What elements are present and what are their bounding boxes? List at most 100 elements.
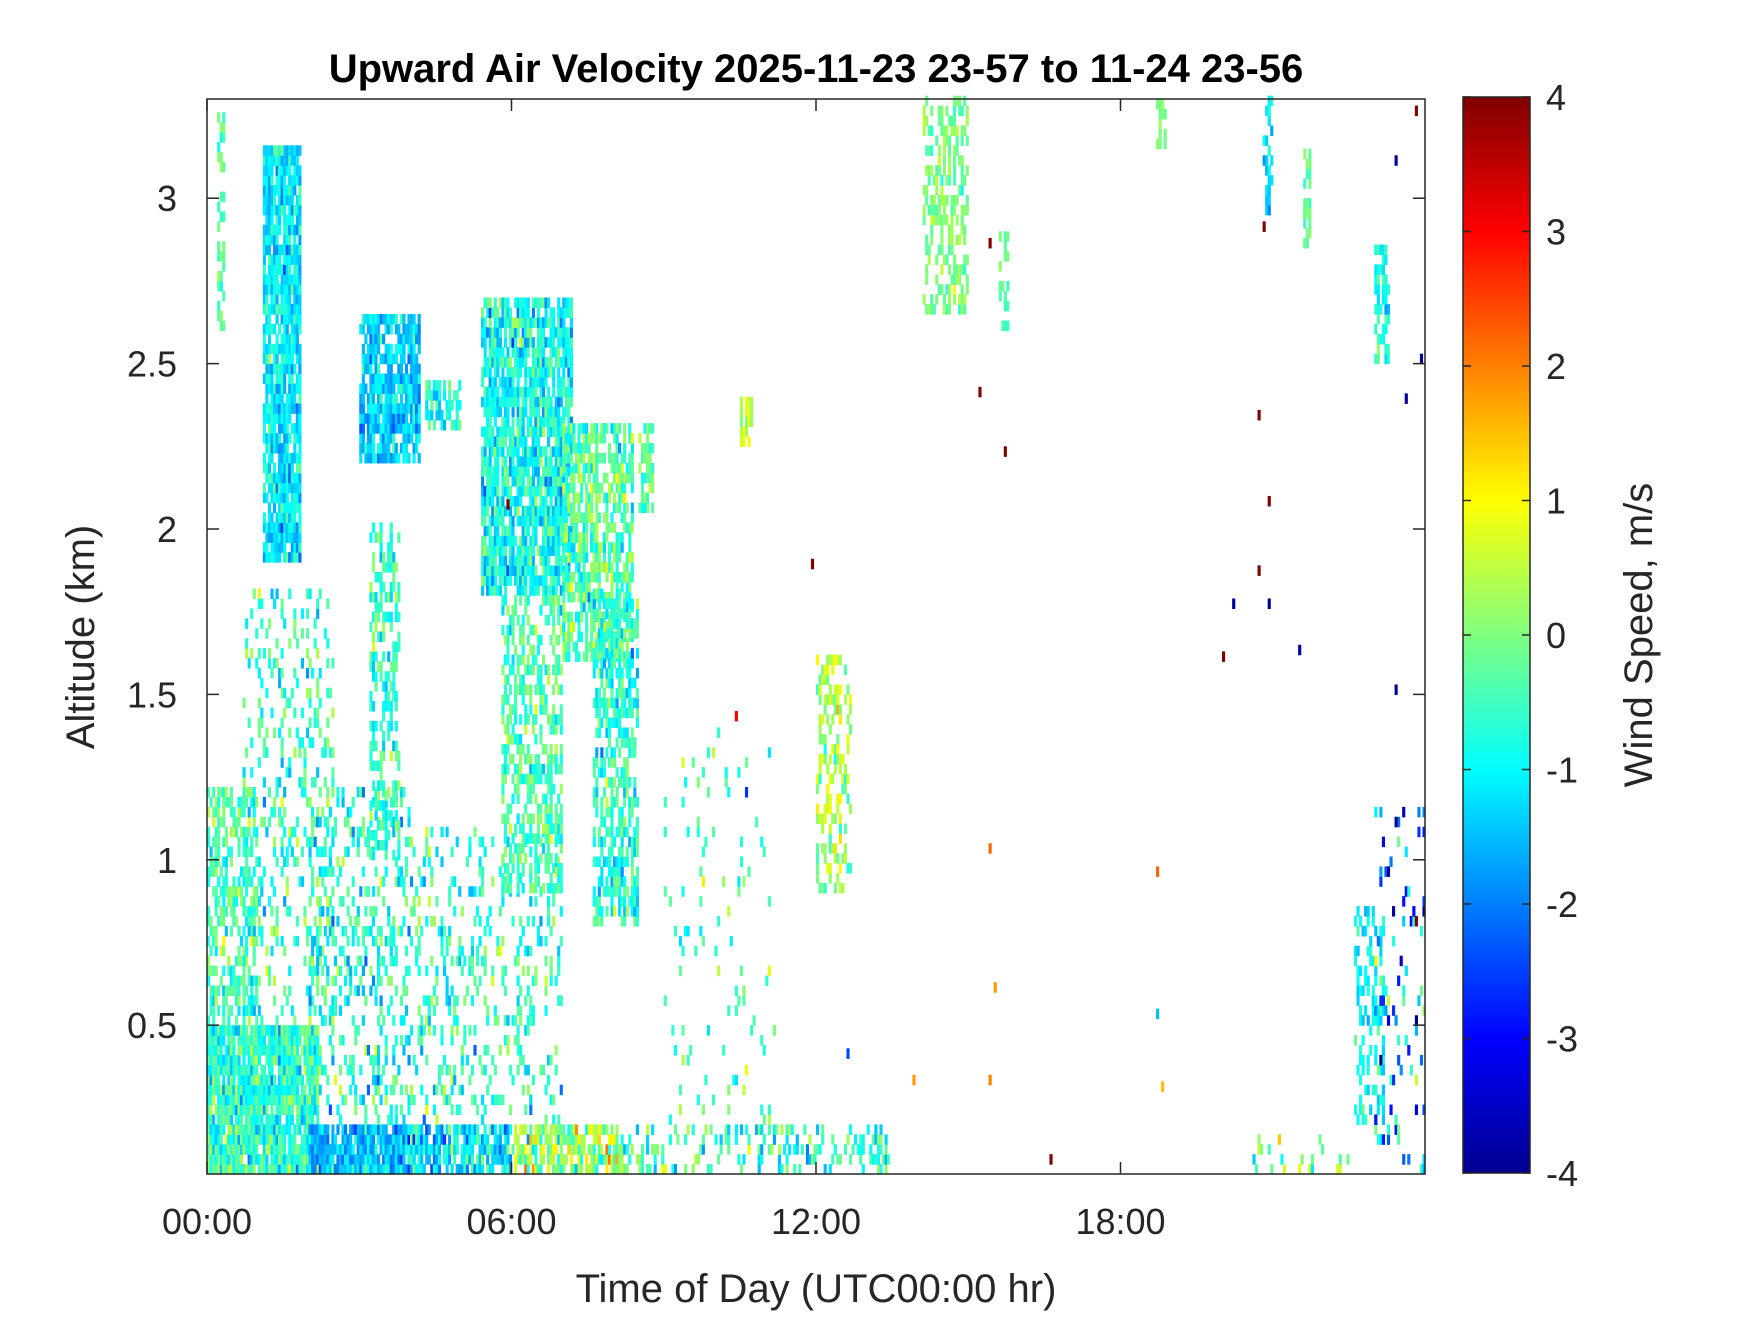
- heatmap-cell: [369, 906, 373, 917]
- heatmap-cell: [250, 995, 254, 1006]
- heatmap-cell: [483, 347, 487, 358]
- heatmap-cell: [514, 823, 518, 834]
- heatmap-cell: [534, 436, 538, 447]
- heatmap-cell: [559, 396, 563, 408]
- heatmap-cell: [531, 714, 535, 725]
- heatmap-cell: [341, 1094, 345, 1106]
- heatmap-cell: [394, 591, 398, 603]
- heatmap-cell: [514, 605, 518, 616]
- heatmap-cell: [580, 572, 584, 583]
- heatmap-cell: [374, 1124, 378, 1135]
- heatmap-cell: [237, 796, 241, 808]
- heatmap-cell: [417, 1005, 421, 1016]
- heatmap-cell: [503, 386, 508, 398]
- heatmap-cell: [265, 383, 269, 394]
- heatmap-cell: [371, 333, 376, 345]
- heatmap-cell: [562, 591, 566, 603]
- heatmap-cell: [232, 1045, 236, 1056]
- heatmap-cell: [278, 383, 282, 394]
- heatmap-cell: [212, 985, 216, 996]
- heatmap-cell: [252, 1045, 256, 1056]
- heatmap-cell: [300, 1164, 305, 1175]
- heatmap-cell: [442, 1154, 447, 1165]
- heatmap-cell: [516, 545, 520, 557]
- heatmap-cell: [529, 1005, 533, 1016]
- heatmap-cell: [366, 433, 370, 444]
- heatmap-cell: [295, 413, 299, 424]
- heatmap-cell: [257, 1074, 261, 1086]
- heatmap-cell: [275, 224, 279, 236]
- heatmap-cell: [547, 714, 551, 725]
- heatmap-cell: [455, 400, 459, 411]
- heatmap-cell: [209, 1074, 213, 1086]
- heatmap-cell: [377, 383, 381, 394]
- heatmap-cell: [272, 433, 277, 444]
- heatmap-cell: [481, 446, 485, 457]
- heatmap-cell: [371, 830, 376, 841]
- heatmap-cell: [557, 486, 561, 497]
- heatmap-cell: [529, 565, 533, 576]
- heatmap-cell: [501, 935, 505, 947]
- heatmap-cell: [207, 906, 211, 917]
- heatmap-cell: [519, 486, 523, 497]
- heatmap-cell: [496, 357, 500, 368]
- heatmap-cell: [592, 621, 596, 633]
- heatmap-cell: [503, 674, 508, 686]
- heatmap-cell: [554, 744, 558, 755]
- heatmap-cell: [399, 1154, 403, 1165]
- heatmap-cell: [374, 866, 378, 877]
- heatmap-cell: [519, 1005, 523, 1016]
- heatmap-cell: [382, 314, 386, 325]
- heatmap-cell: [387, 671, 391, 682]
- heatmap-cell: [481, 337, 485, 348]
- heatmap-cell: [290, 1064, 294, 1076]
- heatmap-cell: [364, 906, 368, 917]
- heatmap-cell: [217, 916, 221, 927]
- heatmap-cell: [582, 1134, 586, 1145]
- heatmap-cell: [600, 1124, 604, 1135]
- heatmap-cell: [491, 965, 495, 977]
- heatmap-cell: [501, 873, 505, 884]
- heatmap-cell: [524, 595, 528, 606]
- heatmap-cell: [529, 773, 533, 785]
- heatmap-cell: [544, 446, 548, 457]
- heatmap-cell: [242, 985, 246, 996]
- heatmap-cell: [377, 780, 381, 791]
- heatmap-cell: [493, 545, 497, 557]
- heatmap-cell: [267, 403, 272, 414]
- heatmap-cell: [427, 1124, 431, 1135]
- heatmap-cell: [516, 366, 520, 378]
- heatmap-cell: [554, 466, 558, 477]
- heatmap-cell: [559, 585, 563, 596]
- heatmap-cell: [283, 1094, 287, 1106]
- heatmap-cell: [257, 717, 261, 729]
- heatmap-cell: [344, 1094, 348, 1106]
- heatmap-cell: [232, 1064, 236, 1076]
- heatmap-cell: [496, 945, 500, 957]
- heatmap-cell: [242, 1025, 246, 1036]
- heatmap-cell: [280, 443, 284, 454]
- heatmap-cell: [501, 975, 505, 987]
- heatmap-cell: [437, 390, 442, 401]
- heatmap-cell: [536, 1124, 541, 1135]
- heatmap-cell: [481, 1144, 485, 1155]
- heatmap-cell: [475, 1164, 480, 1175]
- heatmap-cell: [564, 466, 568, 477]
- heatmap-cell: [529, 486, 533, 497]
- heatmap-cell: [536, 803, 541, 815]
- heatmap-cell: [280, 1084, 284, 1096]
- heatmap-cell: [552, 446, 556, 457]
- heatmap-cell: [262, 1084, 266, 1096]
- heatmap-cell: [402, 1144, 406, 1155]
- heatmap-cell: [539, 297, 543, 308]
- heatmap-cell: [541, 357, 546, 368]
- heatmap-cell: [529, 863, 533, 874]
- heatmap-cell: [554, 347, 558, 358]
- heatmap-cell: [295, 462, 299, 474]
- heatmap-cell: [270, 294, 274, 305]
- heatmap-cell: [308, 1035, 312, 1046]
- heatmap-cell: [207, 1134, 211, 1145]
- heatmap-cell: [448, 935, 452, 947]
- heatmap-cell: [448, 1124, 452, 1135]
- heatmap-cell: [595, 1124, 599, 1135]
